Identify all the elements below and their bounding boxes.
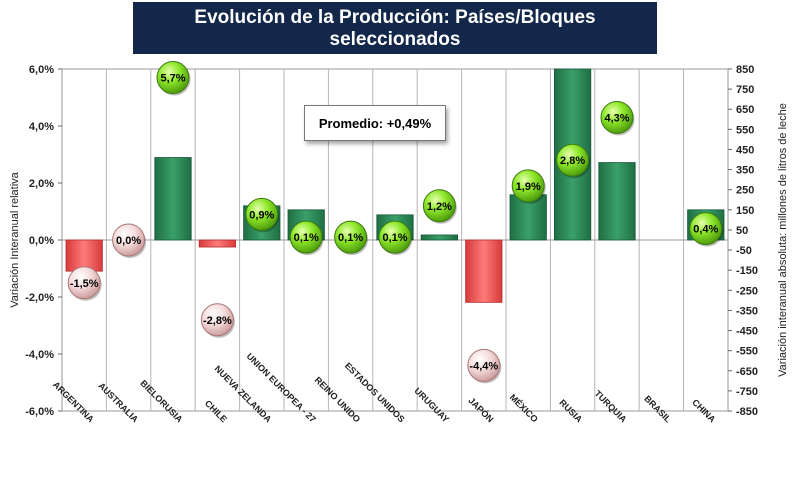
y-right-tick-label: -550 xyxy=(736,346,758,358)
bubble-circle xyxy=(689,212,723,246)
relative-bubble: 0,4% xyxy=(689,212,724,247)
y-right-tick-label: -350 xyxy=(736,305,758,317)
bubble-label: -1,5% xyxy=(70,278,99,290)
bubble-circle xyxy=(511,169,545,203)
bubble-label: 0,1% xyxy=(338,232,363,244)
y-left-tick-label: 6,0% xyxy=(29,64,54,76)
bubble-label: 5,7% xyxy=(160,73,185,85)
y-right-tick-label: 650 xyxy=(736,104,754,116)
bubble-label: 0,1% xyxy=(382,232,407,244)
relative-bubble: 5,7% xyxy=(156,61,191,96)
y-axis-right-title: Variación interanual absoluta: millones … xyxy=(777,103,789,377)
bubble-label: -4,4% xyxy=(469,360,498,372)
bar-argentina xyxy=(65,239,103,272)
y-right-tick-label: -150 xyxy=(736,265,758,277)
relative-bubble: 0,1% xyxy=(378,220,413,256)
relative-bubble: 0,1% xyxy=(289,220,324,256)
y-right-tick-label: 550 xyxy=(736,124,754,136)
bar-m-xico xyxy=(509,194,547,241)
bubble-label: 0,0% xyxy=(116,235,141,247)
y-right-tick-label: -850 xyxy=(736,406,758,418)
y-right-tick-label: -250 xyxy=(736,285,758,297)
y-axis-left-title: Variación Interanual relativa xyxy=(9,171,21,307)
bar-uruguay xyxy=(420,234,459,241)
bar-turquia xyxy=(598,162,636,241)
chart-title-box: Evolución de la Producción: Países/Bloqu… xyxy=(133,2,657,70)
relative-bubble: -1,5% xyxy=(67,266,102,301)
y-left-tick-label: -2,0% xyxy=(25,292,54,304)
relative-bubble: -4,4% xyxy=(467,348,502,384)
y-right-tick-label: 50 xyxy=(736,225,748,237)
bubble-label: 1,2% xyxy=(427,201,452,213)
bubble-circle xyxy=(112,223,146,257)
bubble-label: 1,9% xyxy=(516,181,541,193)
y-right-tick-label: 850 xyxy=(736,64,754,76)
y-left-tick-label: -6,0% xyxy=(25,406,54,418)
bubble-circle xyxy=(200,303,234,337)
average-label-box: Promedio: +0,49% xyxy=(304,105,446,141)
y-right-tick-label: 150 xyxy=(736,205,754,217)
bubble-label: 0,4% xyxy=(693,224,718,236)
bubble-label: -2,8% xyxy=(203,315,232,327)
y-right-tick-label: -650 xyxy=(736,366,758,378)
bubble-label: 4,3% xyxy=(604,112,629,124)
relative-bubble: -2,8% xyxy=(200,303,235,338)
bubble-circle xyxy=(156,61,190,95)
y-right-tick-label: -750 xyxy=(736,386,758,398)
relative-bubble: 1,9% xyxy=(511,169,546,204)
bar-jap-n xyxy=(465,239,503,303)
relative-bubble: 2,8% xyxy=(556,143,591,179)
relative-bubble: 0,0% xyxy=(112,223,147,258)
bubble-circle xyxy=(600,100,634,134)
bubble-circle xyxy=(67,266,101,300)
bubble-circle xyxy=(245,197,279,231)
relative-bubble: 0,1% xyxy=(334,220,369,256)
chart-title: Evolución de la Producción: Países/Bloqu… xyxy=(194,7,596,50)
chart-subtitle: - a noviembre 2023 - xyxy=(321,53,469,70)
bubble-label: 0,9% xyxy=(249,209,274,221)
bubble-label: 0,1% xyxy=(294,232,319,244)
bar-chile xyxy=(198,239,237,248)
y-right-tick-label: 250 xyxy=(736,185,754,197)
relative-bubble: 4,3% xyxy=(600,100,635,136)
y-right-tick-label: 750 xyxy=(736,84,754,96)
bubble-circle xyxy=(334,220,368,254)
relative-bubble: 1,2% xyxy=(422,189,457,224)
bubble-circle xyxy=(422,189,456,223)
bubble-circle xyxy=(467,348,501,382)
bar-bielorusia xyxy=(154,157,192,241)
bubble-label: 2,8% xyxy=(560,155,585,167)
y-right-tick-label: 350 xyxy=(736,165,754,177)
y-left-tick-label: 4,0% xyxy=(29,121,54,133)
y-right-tick-label: 450 xyxy=(736,144,754,156)
y-left-tick-label: 2,0% xyxy=(29,178,54,190)
average-label: Promedio: +0,49% xyxy=(318,115,432,131)
bubble-circle xyxy=(378,220,412,254)
y-left-tick-label: 0,0% xyxy=(29,235,54,247)
y-right-tick-label: -50 xyxy=(736,245,752,257)
relative-variation-bubbles: -1,5% 0,0% 5,7% -2,8% 0,9% 0,1% 0,1% 0,1% 1,2% -4… xyxy=(67,61,724,384)
relative-bubble: 0,9% xyxy=(245,197,280,233)
y-left-tick-label: -4,0% xyxy=(25,349,54,361)
bubble-circle xyxy=(289,220,323,254)
bubble-circle xyxy=(556,143,590,177)
y-right-tick-label: -450 xyxy=(736,326,758,338)
